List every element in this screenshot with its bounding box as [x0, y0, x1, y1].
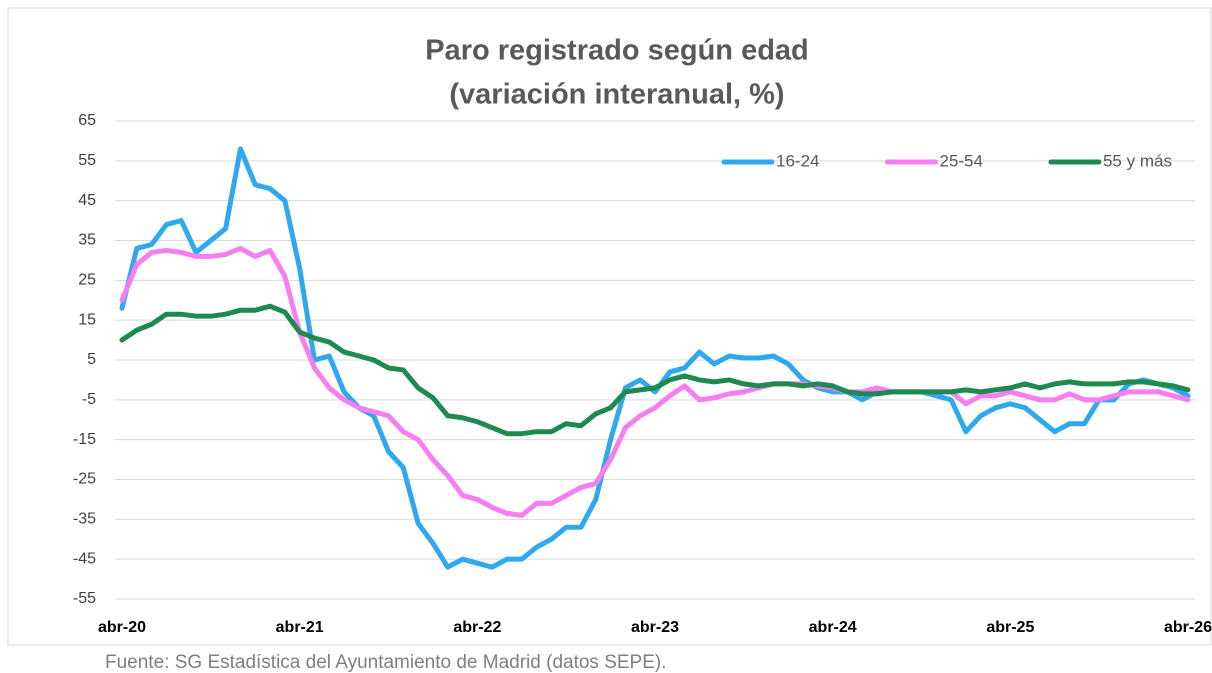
chart-title: Paro registrado según edad [425, 35, 809, 67]
legend-label: 55 y más [1103, 151, 1172, 170]
x-tick-label: abr-21 [276, 619, 324, 636]
y-tick-label: 5 [87, 351, 96, 368]
x-tick-label: abr-23 [631, 619, 679, 636]
x-tick-label: abr-20 [98, 619, 146, 636]
x-tick-label: abr-24 [809, 619, 857, 636]
y-tick-label: 15 [78, 311, 96, 328]
x-tick-label: abr-26 [1164, 619, 1212, 636]
data-line [119, 146, 1191, 570]
y-tick-label: -45 [73, 550, 96, 567]
y-tick-label: -25 [73, 471, 96, 488]
y-tick-label: 35 [78, 232, 96, 249]
legend-label: 16-24 [776, 151, 819, 170]
x-tick-label: abr-22 [453, 619, 501, 636]
x-tick-label: abr-25 [986, 619, 1034, 636]
y-tick-label: -55 [73, 590, 96, 607]
chart-frame [7, 7, 1212, 646]
y-tick-label: 65 [78, 112, 96, 129]
y-tick-label: -5 [82, 391, 96, 408]
source-note: Fuente: SG Estadística del Ayuntamiento … [105, 652, 667, 673]
y-tick-label: -15 [73, 431, 96, 448]
y-tick-label: -35 [73, 511, 96, 528]
y-tick-label: 45 [78, 192, 96, 209]
data-line [119, 303, 1191, 437]
y-tick-label: 25 [78, 272, 96, 289]
chart-title: (variación interanual, %) [449, 79, 784, 111]
legend-label: 25-54 [939, 151, 982, 170]
y-tick-label: 55 [78, 152, 96, 169]
